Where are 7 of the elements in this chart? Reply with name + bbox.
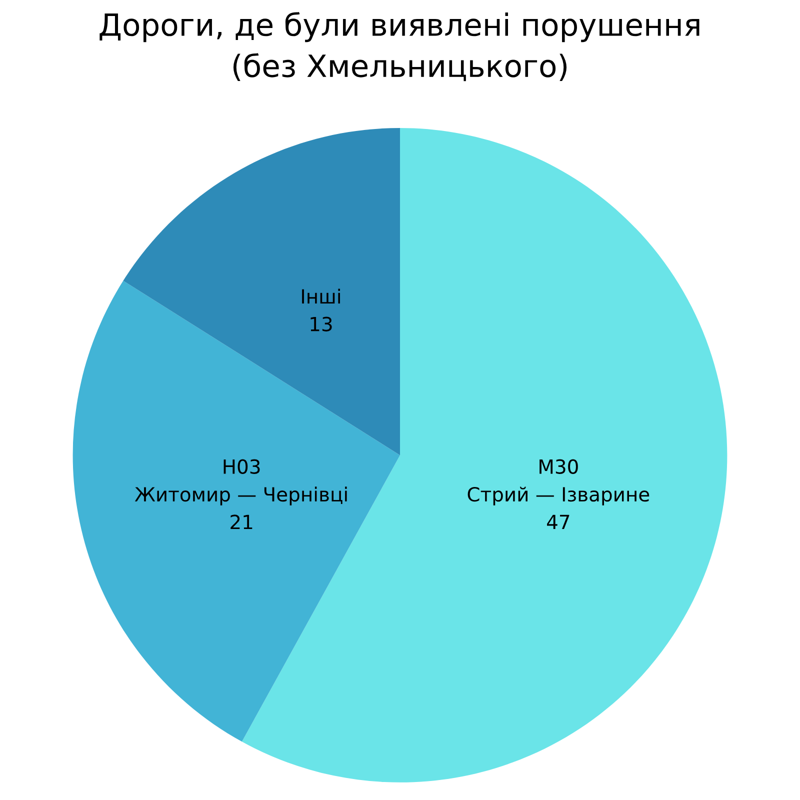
data-label: 47 [547,514,570,530]
data-label: 13 [310,316,332,332]
slice-label: M30 Стрий — Ізварине [468,459,650,506]
data-label: 21 [230,514,252,530]
chart-title: Дороги, де були виявлені порушення (без Хмельницького) [100,12,700,82]
slice-label: Інші [302,288,340,304]
slice-label: H03 Житомир — Чернівці [134,459,347,506]
